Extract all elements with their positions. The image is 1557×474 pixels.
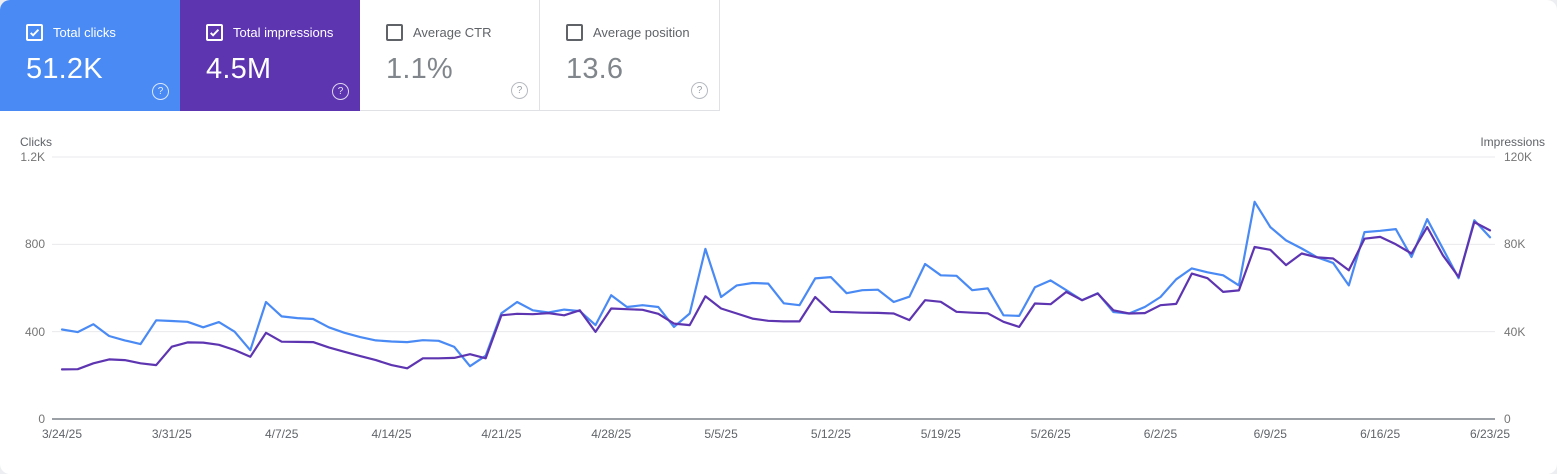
help-icon[interactable]: ? xyxy=(152,83,169,100)
card-value: 4.5M xyxy=(206,53,272,85)
x-tick-label: 4/21/25 xyxy=(481,427,522,441)
axis-tick-label: 1.2K xyxy=(20,150,45,164)
card-value: 51.2K xyxy=(26,53,103,85)
x-tick-label: 5/12/25 xyxy=(810,427,851,441)
axis-tick-label: 120K xyxy=(1504,150,1533,164)
x-tick-label: 6/23/25 xyxy=(1469,427,1511,441)
card-average-position[interactable]: Average position 13.6 ? xyxy=(540,0,720,111)
left-axis-title: Clicks xyxy=(20,135,52,149)
x-tick-label: 3/24/25 xyxy=(41,427,83,441)
checkbox-total-impressions[interactable] xyxy=(206,24,223,41)
card-value: 1.1% xyxy=(386,53,453,85)
help-icon[interactable]: ? xyxy=(691,82,708,99)
axis-tick-label: 80K xyxy=(1504,237,1526,252)
clicks-line[interactable] xyxy=(60,200,1492,368)
x-tick-label: 5/19/25 xyxy=(920,427,961,441)
x-tick-label: 6/9/25 xyxy=(1253,427,1287,441)
metric-cards-row: Total clicks 51.2K ? Total impressions 4… xyxy=(0,0,720,111)
x-tick-label: 4/28/25 xyxy=(591,427,632,441)
checkbox-total-clicks[interactable] xyxy=(26,24,43,41)
right-axis-title: Impressions xyxy=(1480,135,1545,149)
x-tick-label: 4/14/25 xyxy=(371,427,412,441)
checkmark-icon xyxy=(210,29,220,37)
card-total-clicks[interactable]: Total clicks 51.2K ? xyxy=(0,0,180,111)
card-label: Average position xyxy=(593,25,690,40)
x-tick-label: 5/26/25 xyxy=(1030,427,1071,441)
help-icon[interactable]: ? xyxy=(511,82,528,99)
card-label: Average CTR xyxy=(413,25,492,40)
impressions-line[interactable] xyxy=(60,221,1492,371)
card-average-ctr[interactable]: Average CTR 1.1% ? xyxy=(360,0,540,111)
x-tick-label: 3/31/25 xyxy=(151,427,192,441)
card-label: Total clicks xyxy=(53,25,116,40)
axis-tick-label: 40K xyxy=(1504,324,1526,339)
axis-tick-label: 0 xyxy=(1504,412,1511,426)
checkbox-average-ctr[interactable] xyxy=(386,24,403,41)
card-label: Total impressions xyxy=(233,25,334,40)
help-icon[interactable]: ? xyxy=(332,83,349,100)
card-value: 13.6 xyxy=(566,53,624,85)
checkbox-average-position[interactable] xyxy=(566,24,583,41)
axis-tick-label: 400 xyxy=(24,324,45,339)
x-tick-label: 6/2/25 xyxy=(1143,427,1178,441)
axis-tick-label: 0 xyxy=(38,412,45,426)
x-tick-label: 6/16/25 xyxy=(1360,427,1401,441)
checkmark-icon xyxy=(30,29,40,37)
x-tick-label: 4/7/25 xyxy=(265,427,299,441)
card-total-impressions[interactable]: Total impressions 4.5M ? xyxy=(180,0,360,111)
axis-tick-label: 800 xyxy=(24,237,45,252)
x-tick-label: 5/5/25 xyxy=(704,427,738,441)
